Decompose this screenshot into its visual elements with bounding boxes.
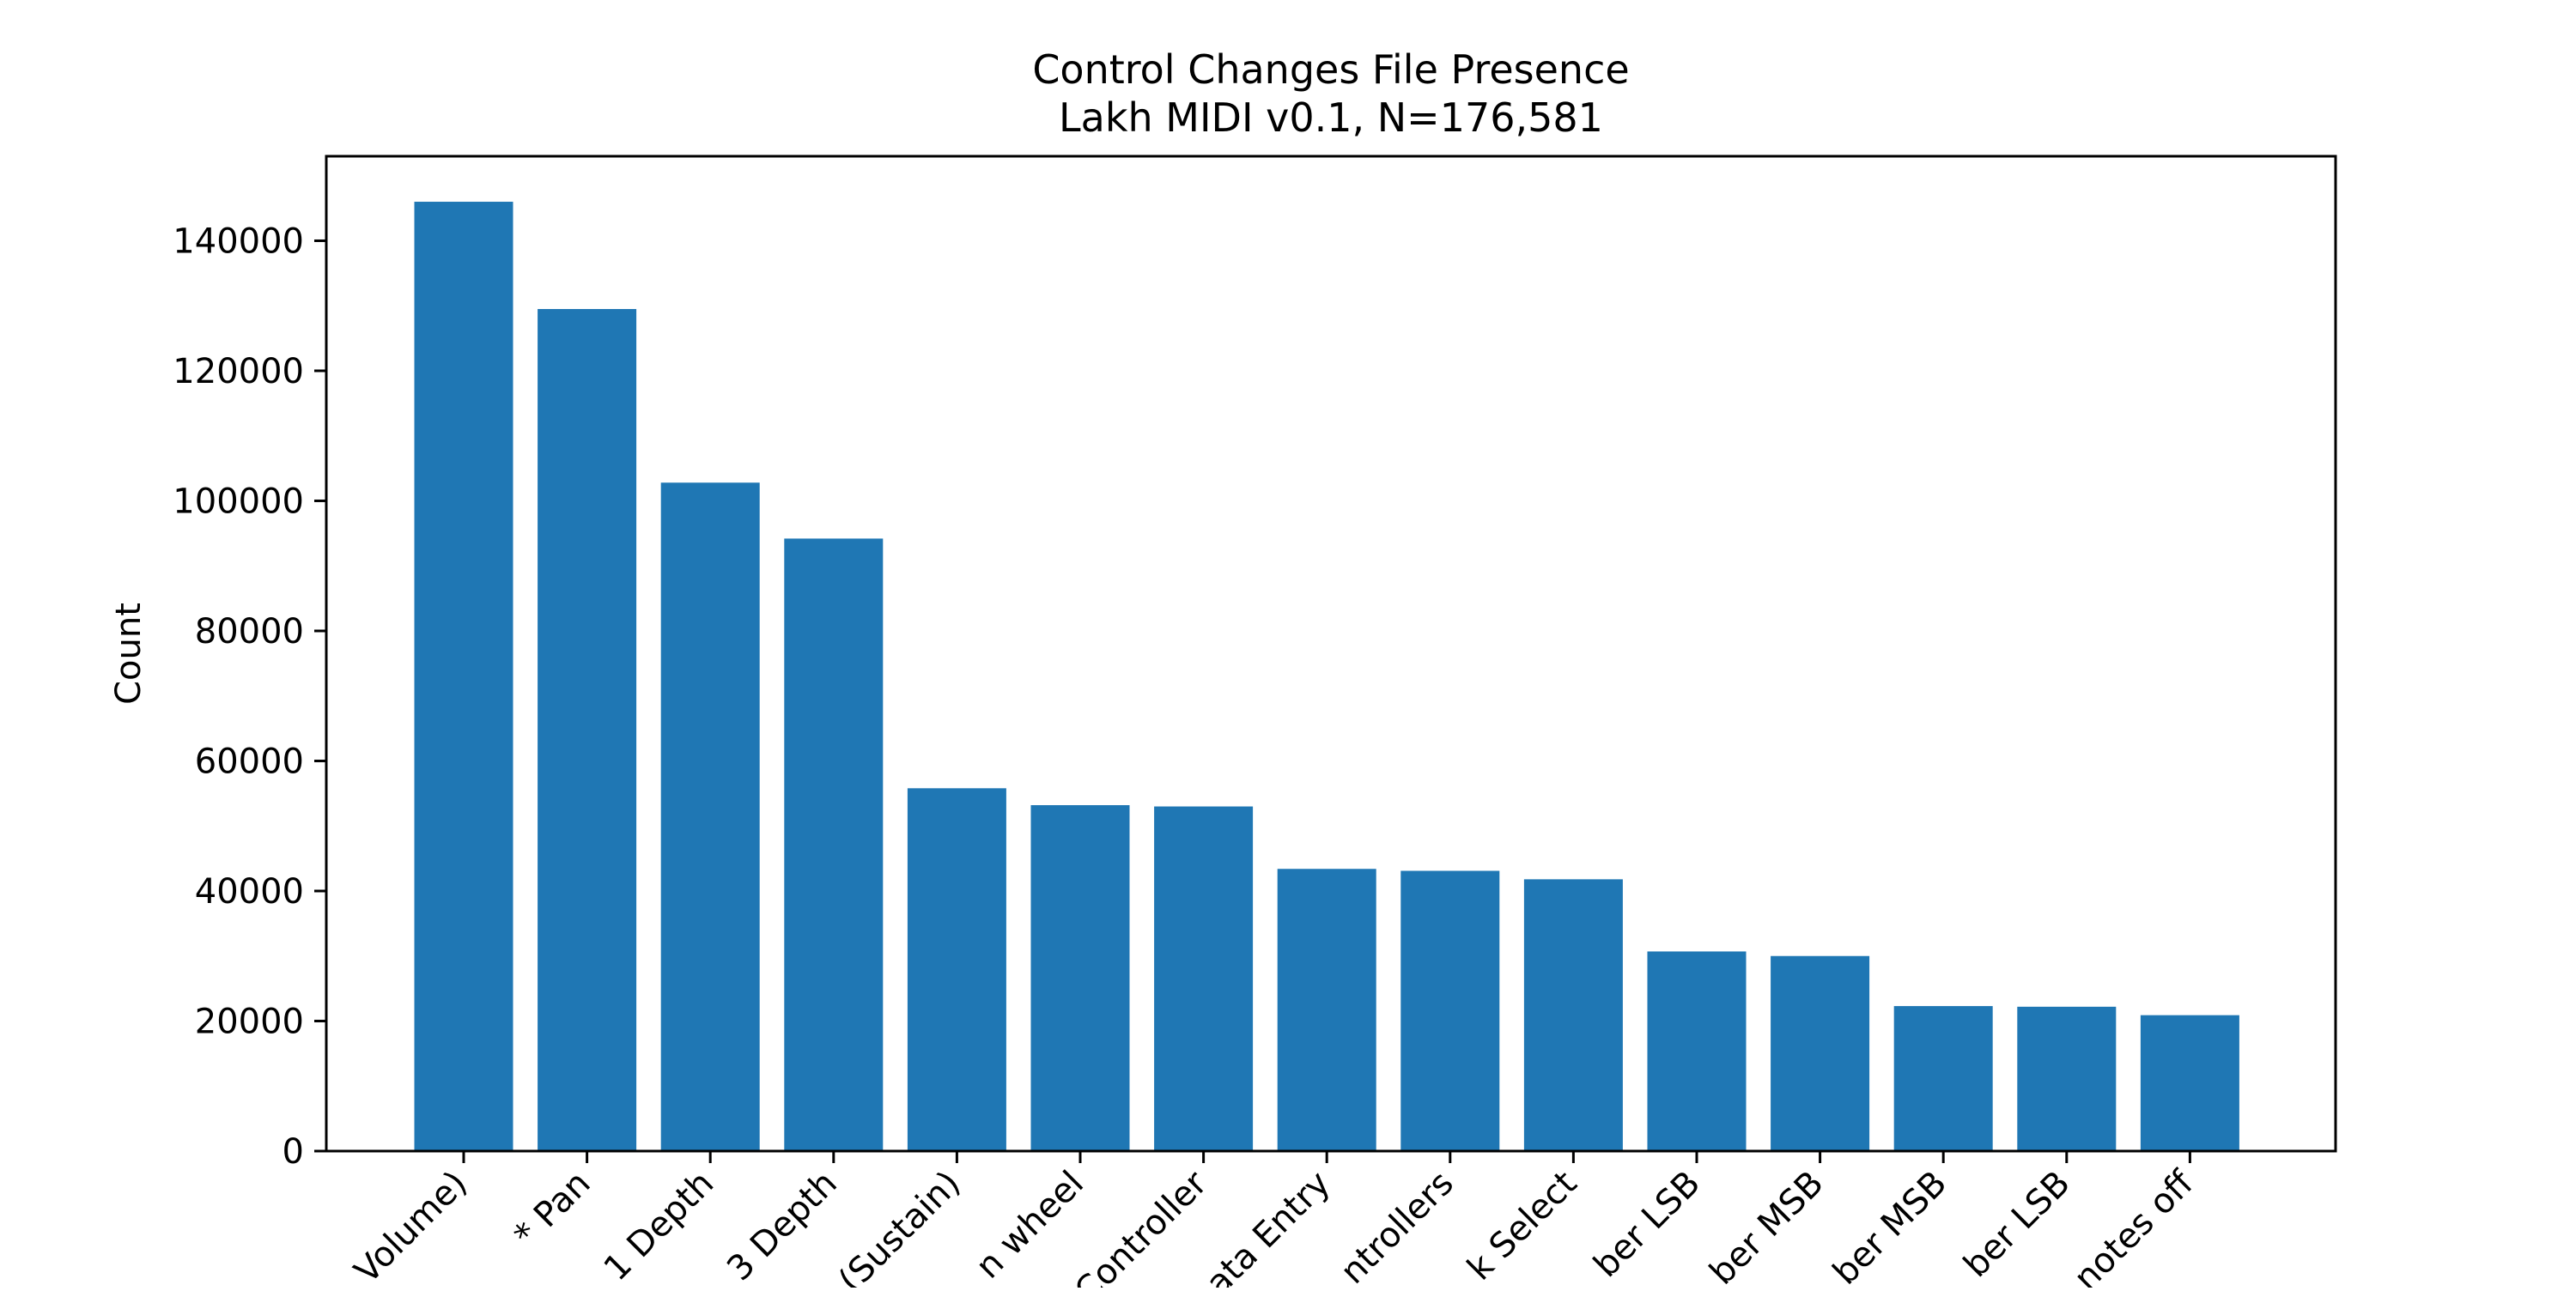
bar-3 (784, 538, 884, 1151)
x-tick-label-7: ata Entry (1199, 1164, 1339, 1288)
plot-frame (325, 155, 2337, 1153)
x-tick-label-4: (Sustain) (831, 1164, 968, 1288)
x-tick-label-13: ber LSB (1956, 1164, 2078, 1286)
x-tick-label-2: 1 Depth (597, 1164, 722, 1288)
bar-5 (1030, 805, 1130, 1151)
x-tick-label-0: Volume) (347, 1164, 475, 1288)
y-tick-label-2: 40000 (195, 872, 304, 912)
y-tick-label-6: 120000 (173, 352, 304, 391)
bar-4 (907, 788, 1006, 1151)
bar-13 (2017, 1006, 2117, 1151)
chart-title: Control Changes File Presence (1032, 46, 1629, 93)
bar-8 (1400, 870, 1500, 1151)
x-tick-label-5: n wheel (969, 1164, 1091, 1287)
x-tick-label-1: * Pan (507, 1164, 598, 1256)
x-tick-label-9: k Select (1460, 1164, 1584, 1288)
y-tick-label-1: 20000 (195, 1002, 304, 1041)
bar-1 (538, 309, 637, 1151)
bar-14 (2140, 1015, 2239, 1151)
y-tick-label-3: 60000 (195, 742, 304, 781)
y-axis-label: Count (109, 603, 149, 705)
bar-2 (660, 482, 760, 1151)
x-tick-label-10: ber LSB (1586, 1164, 1708, 1286)
y-tick-label-5: 100000 (173, 482, 304, 521)
bar-9 (1523, 879, 1623, 1151)
x-tick-label-8: ntrollers (1334, 1164, 1461, 1288)
y-tick-label-0: 0 (283, 1132, 304, 1172)
x-tick-label-11: ber MSB (1702, 1164, 1831, 1288)
x-tick-label-6: Controller (1067, 1163, 1215, 1288)
y-tick-label-4: 80000 (195, 612, 304, 652)
y-axis: 0 20000 40000 60000 80000 100000 120000 140000 (173, 221, 326, 1172)
x-tick-label-12: ber MSB (1826, 1164, 1954, 1288)
x-tick-label-3: 3 Depth (720, 1164, 845, 1288)
bars-layer (414, 202, 2239, 1152)
bar-0 (414, 202, 513, 1152)
bar-10 (1647, 951, 1747, 1151)
bar-6 (1154, 806, 1254, 1151)
x-tick-label-14: notes off (2067, 1163, 2202, 1288)
bar-11 (1771, 955, 1870, 1151)
bar-7 (1277, 869, 1376, 1151)
bar-12 (1893, 1006, 1993, 1151)
chart-subtitle: Lakh MIDI v0.1, N=176,581 (1059, 94, 1603, 141)
y-tick-label-7: 140000 (173, 221, 304, 261)
